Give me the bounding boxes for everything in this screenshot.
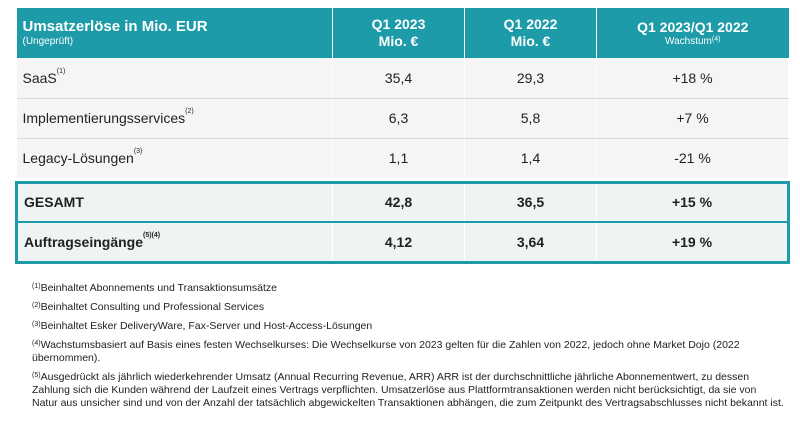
- total-q1-2022: 36,5: [464, 180, 597, 223]
- footnote-ref: (5)(4): [143, 231, 161, 239]
- row-label-cell: Implementierungsservices(2): [16, 98, 333, 139]
- row-label: Legacy-Lösungen: [22, 150, 134, 167]
- footnote-ref: (2): [185, 108, 194, 115]
- footnote-mark: (1): [32, 283, 41, 290]
- header-q1-2022-line2: Mio. €: [510, 33, 551, 49]
- orders-label: Auftragseingänge: [24, 233, 144, 250]
- value-q1-2022: 5,8: [464, 98, 597, 139]
- header-q1-2023-line2: Mio. €: [378, 33, 419, 49]
- header-q1-2022: Q1 2022 Mio. €: [464, 8, 597, 58]
- total-row: GESAMT 42,8 36,5 +15 %: [15, 180, 790, 223]
- header-growth-line1: Q1 2023/Q1 2022: [637, 18, 749, 35]
- footnote: (1)Beinhaltet Abonnements und Transaktio…: [32, 282, 784, 295]
- header-growth-footnote-ref: (4): [711, 35, 721, 43]
- footnote: (2)Beinhaltet Consulting und Professiona…: [32, 301, 784, 314]
- value-q1-2022: 1,4: [464, 138, 597, 178]
- row-label: SaaS: [22, 69, 57, 86]
- header-title-cell: Umsatzerlöse in Mio. EUR (Ungeprüft): [16, 8, 333, 58]
- footnote: (4)Wachstumsbasiert auf Basis eines fest…: [32, 339, 784, 365]
- footnote-text: Beinhaltet Consulting und Professional S…: [40, 301, 265, 313]
- value-growth: -21 %: [596, 138, 789, 178]
- footnote-mark: (2): [32, 302, 41, 309]
- header-growth-label: Wachstum: [665, 35, 712, 47]
- footnote-mark: (3): [32, 321, 41, 328]
- footnote: (5)Ausgedrückt als jährlich wiederkehren…: [32, 371, 784, 410]
- header-q1-2023: Q1 2023 Mio. €: [332, 8, 465, 58]
- total-q1-2023: 42,8: [332, 180, 465, 223]
- footnote-text: Wachstumsbasiert auf Basis eines festen …: [32, 339, 740, 364]
- value-q1-2023: 1,1: [332, 138, 465, 178]
- footnote-text: Beinhaltet Abonnements und Transaktionsu…: [40, 282, 277, 294]
- table-row: SaaS(1) 35,4 29,3 +18 %: [16, 58, 789, 99]
- table-subtitle: (Ungeprüft): [22, 36, 74, 47]
- table-header-row: Umsatzerlöse in Mio. EUR (Ungeprüft) Q1 …: [16, 8, 789, 58]
- table-title: Umsatzerlöse in Mio. EUR: [22, 18, 208, 35]
- value-growth: +18 %: [596, 58, 789, 99]
- footnote-text: Ausgedrückt als jährlich wiederkehrender…: [32, 371, 784, 409]
- value-q1-2022: 29,3: [464, 58, 597, 99]
- footnote-ref: (3): [133, 148, 143, 156]
- header-q1-2022-line1: Q1 2022: [503, 16, 558, 32]
- orders-q1-2022: 3,64: [464, 222, 597, 264]
- orders-label-cell: Auftragseingänge(5)(4): [15, 222, 333, 264]
- orders-q1-2023: 4,12: [332, 222, 465, 264]
- row-label: Implementierungsservices: [22, 110, 186, 126]
- footnote: (3)Beinhaltet Esker DeliveryWare, Fax-Se…: [32, 320, 784, 333]
- row-label-cell: SaaS(1): [16, 58, 333, 99]
- table-row: Legacy-Lösungen(3) 1,1 1,4 -21 %: [16, 138, 789, 178]
- header-growth-line2: Wachstum(4): [603, 36, 783, 48]
- footnote-text: Beinhaltet Esker DeliveryWare, Fax-Serve…: [40, 320, 373, 332]
- footnote-mark: (4): [32, 340, 41, 347]
- value-growth: +7 %: [596, 98, 789, 139]
- header-growth: Q1 2023/Q1 2022 Wachstum(4): [596, 8, 789, 58]
- total-label: GESAMT: [15, 180, 333, 223]
- table-row: Implementierungsservices(2) 6,3 5,8 +7 %: [16, 98, 789, 139]
- revenue-table: Umsatzerlöse in Mio. EUR (Ungeprüft) Q1 …: [15, 8, 790, 264]
- total-growth: +15 %: [596, 180, 790, 223]
- row-spacer: [16, 178, 789, 182]
- footnote-mark: (5): [32, 372, 41, 379]
- spacer-cell: [16, 178, 789, 182]
- row-label-cell: Legacy-Lösungen(3): [16, 138, 333, 178]
- value-q1-2023: 35,4: [332, 58, 465, 99]
- orders-row: Auftragseingänge(5)(4) 4,12 3,64 +19 %: [15, 222, 790, 264]
- footnote-ref: (1): [56, 67, 66, 75]
- value-q1-2023: 6,3: [332, 98, 465, 139]
- header-q1-2023-line1: Q1 2023: [371, 16, 426, 32]
- footnotes: (1)Beinhaltet Abonnements und Transaktio…: [32, 282, 784, 416]
- orders-growth: +19 %: [596, 222, 790, 264]
